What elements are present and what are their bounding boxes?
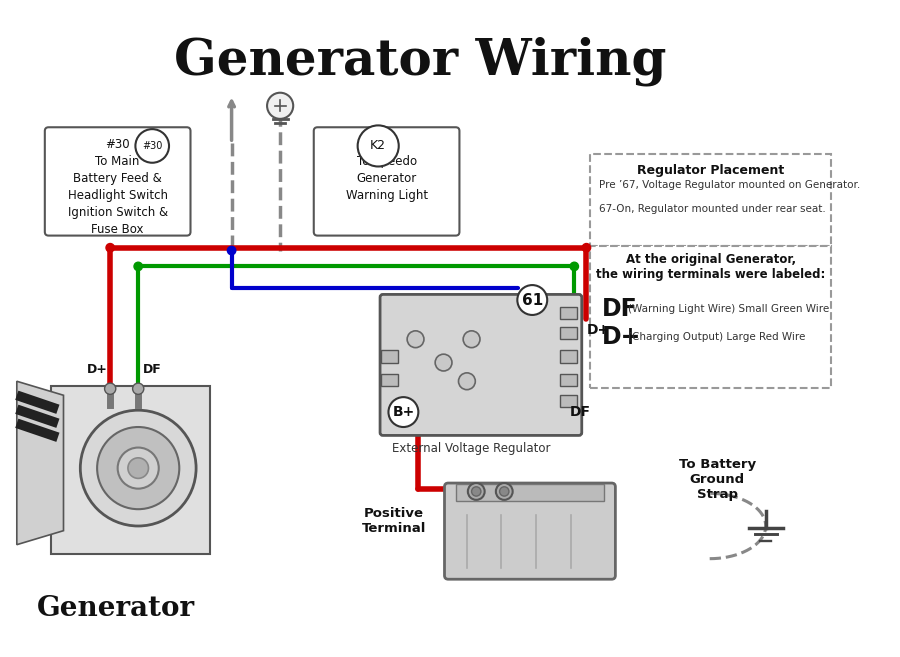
Circle shape bbox=[407, 331, 424, 348]
Bar bbox=[455, 484, 604, 501]
Circle shape bbox=[357, 125, 399, 166]
Circle shape bbox=[128, 458, 148, 478]
Text: D+: D+ bbox=[86, 363, 108, 376]
FancyBboxPatch shape bbox=[314, 127, 459, 236]
Circle shape bbox=[464, 331, 480, 348]
Circle shape bbox=[97, 427, 179, 509]
Bar bbox=[561, 327, 577, 339]
Circle shape bbox=[500, 487, 508, 496]
Text: (Warning Light Wire) Small Green Wire: (Warning Light Wire) Small Green Wire bbox=[628, 304, 830, 314]
Text: External Voltage Regulator: External Voltage Regulator bbox=[392, 442, 551, 455]
Circle shape bbox=[132, 383, 144, 394]
Text: K2: K2 bbox=[370, 139, 386, 152]
FancyBboxPatch shape bbox=[445, 483, 616, 579]
Circle shape bbox=[267, 93, 293, 119]
Text: 67-On, Regulator mounted under rear seat.: 67-On, Regulator mounted under rear seat… bbox=[598, 204, 825, 214]
FancyBboxPatch shape bbox=[380, 294, 581, 436]
Circle shape bbox=[518, 285, 547, 315]
Bar bbox=[381, 350, 398, 363]
Circle shape bbox=[468, 483, 484, 500]
Text: B+: B+ bbox=[392, 405, 415, 419]
Text: DF: DF bbox=[143, 363, 162, 376]
Text: To Battery
Ground
Strap: To Battery Ground Strap bbox=[679, 458, 756, 501]
Bar bbox=[381, 374, 398, 386]
Polygon shape bbox=[17, 381, 64, 545]
Circle shape bbox=[582, 244, 590, 252]
Text: (Charging Output) Large Red Wire: (Charging Output) Large Red Wire bbox=[628, 332, 806, 342]
Circle shape bbox=[104, 383, 116, 394]
Text: Pre ’67, Voltage Regulator mounted on Generator.: Pre ’67, Voltage Regulator mounted on Ge… bbox=[598, 181, 860, 191]
Text: Generator Wiring: Generator Wiring bbox=[174, 36, 666, 85]
Bar bbox=[561, 396, 577, 407]
Text: #30: #30 bbox=[142, 141, 162, 151]
Text: DF: DF bbox=[570, 405, 590, 419]
Text: Generator: Generator bbox=[38, 595, 195, 622]
Bar bbox=[51, 386, 210, 554]
Text: K2
To Speedo
Generator
Warning Light: K2 To Speedo Generator Warning Light bbox=[346, 139, 428, 202]
Text: Regulator Placement: Regulator Placement bbox=[637, 164, 784, 177]
Circle shape bbox=[106, 244, 114, 252]
Text: DF: DF bbox=[602, 298, 638, 321]
Circle shape bbox=[436, 354, 452, 371]
Text: D+: D+ bbox=[602, 325, 642, 350]
Text: At the original Generator,
the wiring terminals were labeled:: At the original Generator, the wiring te… bbox=[596, 254, 825, 281]
Circle shape bbox=[389, 397, 419, 427]
Circle shape bbox=[472, 487, 481, 496]
Text: Positive
Terminal: Positive Terminal bbox=[362, 507, 427, 535]
Text: D+: D+ bbox=[587, 323, 609, 337]
Circle shape bbox=[458, 373, 475, 390]
Circle shape bbox=[80, 410, 196, 526]
Bar bbox=[561, 350, 577, 363]
Circle shape bbox=[134, 262, 142, 271]
Bar bbox=[590, 246, 831, 388]
Circle shape bbox=[570, 262, 579, 271]
Circle shape bbox=[118, 447, 158, 489]
Circle shape bbox=[135, 129, 169, 163]
Circle shape bbox=[496, 483, 513, 500]
Bar bbox=[590, 154, 831, 246]
Bar bbox=[561, 307, 577, 319]
Text: 61: 61 bbox=[522, 292, 543, 307]
Bar bbox=[561, 374, 577, 386]
Text: #30
To Main
Battery Feed &
Headlight Switch
Ignition Switch &
Fuse Box: #30 To Main Battery Feed & Headlight Swi… bbox=[68, 139, 167, 237]
Circle shape bbox=[228, 246, 236, 255]
FancyBboxPatch shape bbox=[45, 127, 191, 236]
